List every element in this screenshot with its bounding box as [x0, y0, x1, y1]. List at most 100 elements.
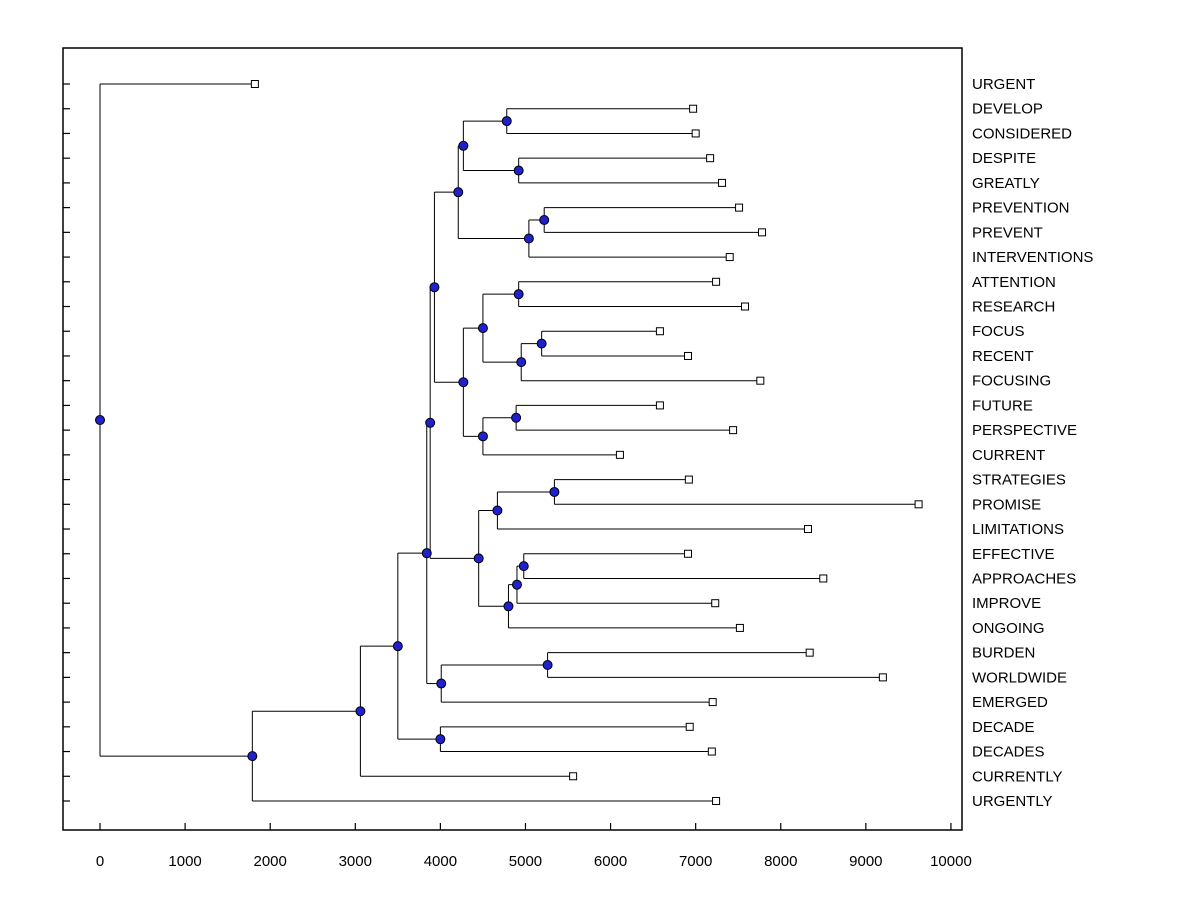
leaf-node-marker — [712, 277, 721, 286]
leaf-node-marker — [878, 673, 887, 682]
leaf-node-marker — [725, 253, 734, 262]
leaf-label: INTERVENTIONS — [972, 249, 1093, 266]
leaf-node-marker — [569, 772, 578, 781]
leaf-node-marker — [691, 129, 700, 138]
internal-node-marker — [247, 751, 258, 762]
plot-box — [62, 47, 963, 831]
leaf-node-marker — [655, 327, 664, 336]
leaf-node-marker — [250, 80, 259, 88]
internal-node-marker — [492, 505, 503, 516]
internal-node-marker — [477, 431, 488, 442]
internal-node-marker — [458, 377, 469, 388]
internal-node-marker — [549, 486, 560, 497]
x-axis-tick-label: 2000 — [254, 853, 287, 870]
leaf-node-marker — [711, 599, 720, 608]
leaf-node-marker — [735, 203, 744, 212]
leaf-label: CONSIDERED — [972, 125, 1072, 142]
leaf-label: LIMITATIONS — [972, 521, 1064, 538]
leaf-label: FOCUS — [972, 323, 1025, 340]
leaf-label: EMERGED — [972, 694, 1048, 711]
leaf-label: CURRENTLY — [972, 768, 1063, 785]
x-axis-tick-label: 10000 — [930, 853, 972, 870]
leaf-node-marker — [684, 475, 693, 484]
leaf-node-marker — [685, 722, 694, 731]
x-axis-tick-label: 1000 — [168, 853, 201, 870]
internal-node-marker — [477, 323, 488, 334]
x-axis-tick-label: 8000 — [764, 853, 797, 870]
internal-node-marker — [355, 706, 366, 717]
leaf-label: EFFECTIVE — [972, 546, 1055, 563]
x-axis-tick-label: 7000 — [679, 853, 712, 870]
leaf-label: STRATEGIES — [972, 472, 1066, 489]
leaf-label: RESEARCH — [972, 299, 1055, 316]
leaf-label: DEVELOP — [972, 101, 1043, 118]
internal-node-marker — [435, 734, 446, 745]
leaf-label: URGENT — [972, 76, 1035, 93]
internal-node-marker — [542, 660, 553, 671]
leaf-node-marker — [706, 154, 715, 163]
internal-node-marker — [523, 233, 534, 244]
internal-node-marker — [511, 579, 522, 590]
leaf-node-marker — [684, 351, 693, 360]
leaf-label: ONGOING — [972, 620, 1045, 637]
internal-node-marker — [421, 548, 432, 559]
internal-node-marker — [458, 140, 469, 151]
leaf-node-marker — [712, 796, 721, 805]
internal-node-marker — [539, 214, 550, 225]
leaf-node-marker — [729, 426, 738, 435]
leaf-node-marker — [689, 104, 698, 113]
x-axis-tick-label: 4000 — [424, 853, 457, 870]
internal-node-marker — [392, 641, 403, 652]
leaf-label: GREATLY — [972, 175, 1040, 192]
leaf-node-marker — [655, 401, 664, 410]
internal-node-marker — [513, 289, 524, 300]
leaf-label: DESPITE — [972, 150, 1036, 167]
x-axis-tick-label: 0 — [96, 853, 104, 870]
internal-node-marker — [425, 417, 436, 428]
leaf-node-marker — [803, 525, 812, 534]
leaf-node-marker — [805, 648, 814, 657]
internal-node-marker — [501, 116, 512, 127]
leaf-label: ATTENTION — [972, 274, 1056, 291]
leaf-label: DECADES — [972, 744, 1045, 761]
internal-node-marker — [513, 165, 524, 176]
leaf-label: URGENTLY — [972, 793, 1053, 810]
x-axis-tick-label: 3000 — [339, 853, 372, 870]
internal-node-marker — [511, 412, 522, 423]
leaf-label: RECENT — [972, 348, 1034, 365]
leaf-node-marker — [819, 574, 828, 583]
x-axis-tick-label: 9000 — [849, 853, 882, 870]
x-axis-tick-label: 5000 — [509, 853, 542, 870]
leaf-node-marker — [756, 376, 765, 385]
leaf-node-marker — [741, 302, 750, 311]
internal-node-marker — [473, 553, 484, 564]
leaf-label: BURDEN — [972, 645, 1035, 662]
leaf-node-marker — [914, 500, 923, 509]
leaf-node-marker — [708, 698, 717, 707]
internal-node-marker — [436, 678, 447, 689]
leaf-label: CURRENT — [972, 447, 1045, 464]
leaf-label: WORLDWIDE — [972, 669, 1067, 686]
leaf-label: IMPROVE — [972, 595, 1041, 612]
leaf-label: PERSPECTIVE — [972, 422, 1077, 439]
internal-node-marker — [95, 415, 106, 426]
leaf-label: PREVENT — [972, 224, 1043, 241]
internal-node-marker — [516, 357, 527, 368]
leaf-node-marker — [707, 747, 716, 756]
x-axis-tick-label: 6000 — [594, 853, 627, 870]
leaf-label: FUTURE — [972, 397, 1033, 414]
internal-node-marker — [536, 338, 547, 349]
leaf-label: PREVENTION — [972, 200, 1070, 217]
internal-node-marker — [503, 601, 514, 612]
internal-node-marker — [429, 282, 440, 293]
internal-node-marker — [518, 561, 529, 572]
leaf-node-marker — [615, 450, 624, 459]
leaf-label: APPROACHES — [972, 570, 1076, 587]
internal-node-marker — [453, 187, 464, 198]
leaf-label: FOCUSING — [972, 373, 1051, 390]
leaf-node-marker — [735, 623, 744, 632]
leaf-node-marker — [684, 549, 693, 558]
leaf-label: DECADE — [972, 719, 1035, 736]
